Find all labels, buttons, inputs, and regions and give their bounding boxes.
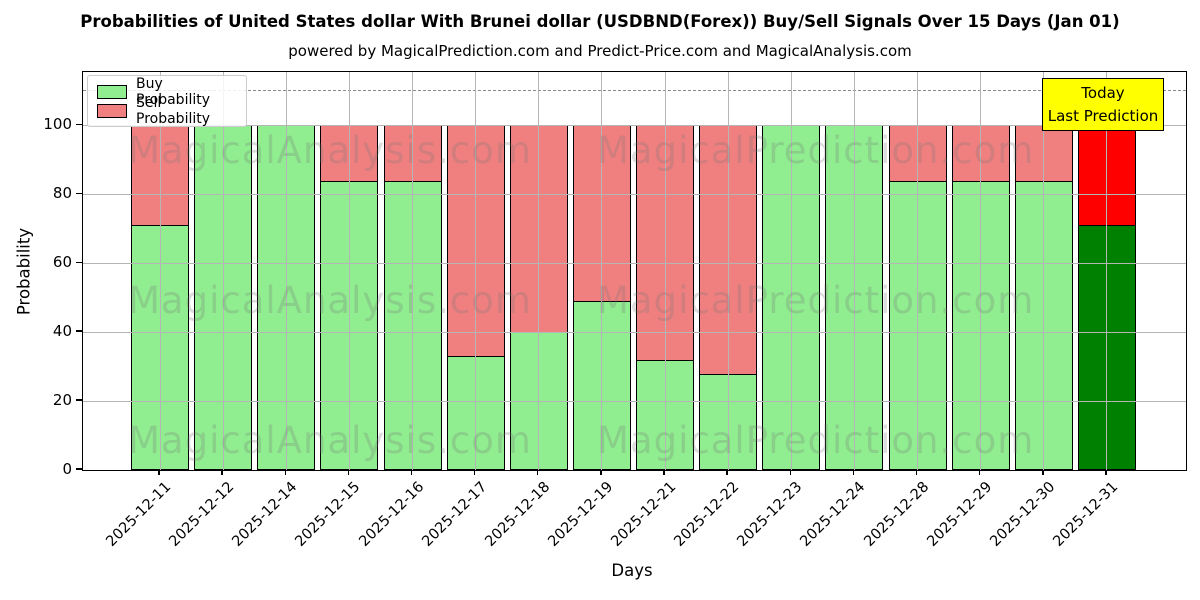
x-tick-label: 2025-12-19 — [545, 479, 617, 550]
y-tick-mark — [76, 123, 82, 126]
x-tick-label: 2025-12-29 — [924, 479, 996, 550]
x-gridline — [412, 72, 414, 470]
y-tick-label: 60 — [52, 253, 72, 272]
x-gridline — [222, 72, 224, 470]
threshold-dashed-line — [83, 89, 1186, 91]
x-gridline — [601, 72, 603, 470]
x-gridline — [285, 72, 287, 470]
x-gridline — [980, 72, 982, 470]
x-tick-mark — [1042, 470, 1044, 476]
legend-entry-sell: Sell Probability — [97, 95, 236, 127]
x-tick-label: 2025-12-21 — [608, 479, 680, 550]
watermark-text-right: MagicalPrediction.com — [597, 279, 1035, 322]
annotation-line-today: Today — [1081, 84, 1125, 102]
x-gridline — [159, 72, 161, 470]
y-tick-label: 80 — [52, 184, 72, 203]
x-tick-mark — [726, 470, 728, 476]
x-tick-label: 2025-12-18 — [482, 479, 554, 550]
x-gridline — [664, 72, 666, 470]
x-tick-mark — [221, 470, 223, 476]
x-gridline — [348, 72, 350, 470]
plot-area — [82, 71, 1187, 471]
x-tick-mark — [284, 470, 286, 476]
x-gridline — [917, 72, 919, 470]
x-tick-mark — [473, 470, 476, 476]
x-tick-label: 2025-12-17 — [419, 479, 490, 550]
x-tick-label: 2025-12-14 — [229, 479, 301, 550]
chart-subtitle: powered by MagicalPrediction.com and Pre… — [288, 42, 912, 60]
watermark-text-right: MagicalPrediction.com — [597, 419, 1035, 462]
legend-entry-buy: Buy Probability — [97, 76, 236, 108]
x-tick-mark — [978, 470, 981, 476]
buy-probability-swatch — [97, 84, 127, 99]
x-tick-label: 2025-12-12 — [166, 479, 238, 550]
x-gridline — [790, 72, 792, 470]
y-tick-mark — [76, 192, 82, 195]
y-tick-label: 40 — [52, 322, 72, 341]
today-annotation-box: Today Last Prediction — [1042, 78, 1164, 131]
y-gridline — [83, 262, 1186, 264]
x-tick-label: 2025-12-28 — [860, 479, 932, 550]
y-tick-label: 0 — [62, 460, 72, 478]
x-tick-mark — [915, 470, 918, 476]
y-tick-mark — [76, 330, 82, 332]
y-gridline — [83, 400, 1186, 402]
x-tick-label: 2025-12-22 — [671, 479, 743, 550]
y-gridline — [83, 193, 1186, 195]
x-gridline — [538, 72, 540, 470]
watermark-text-left: MagicalAnalysis.com — [128, 419, 532, 462]
x-tick-mark — [600, 470, 602, 476]
chart-title: Probabilities of United States dollar Wi… — [80, 12, 1120, 31]
y-axis-label: Probability — [14, 227, 34, 316]
buy-probability-label: Buy Probability — [136, 75, 211, 108]
watermark-text-left: MagicalAnalysis.com — [128, 129, 532, 172]
x-gridline — [1106, 72, 1108, 470]
x-gridline — [475, 72, 477, 470]
x-tick-label: 2025-12-15 — [292, 479, 364, 550]
sell-probability-swatch — [97, 103, 127, 118]
x-tick-mark — [347, 470, 350, 476]
x-tick-mark — [537, 470, 539, 476]
x-tick-label: 2025-12-11 — [103, 479, 175, 550]
watermark-text-left: MagicalAnalysis.com — [128, 279, 532, 322]
y-tick-label: 20 — [52, 391, 72, 410]
x-gridline — [1043, 72, 1045, 470]
x-axis-label: Days — [611, 561, 653, 580]
y-tick-mark — [76, 261, 82, 263]
x-tick-mark — [410, 470, 413, 476]
x-tick-label: 2025-12-30 — [987, 479, 1059, 550]
x-tick-mark — [1105, 470, 1107, 476]
y-tick-label: 100 — [43, 115, 72, 134]
x-gridline — [727, 72, 729, 470]
annotation-line-last-prediction: Last Prediction — [1047, 106, 1159, 125]
y-tick-mark — [76, 468, 82, 470]
x-tick-mark — [158, 470, 160, 476]
watermark-text-right: MagicalPrediction.com — [597, 129, 1035, 172]
x-tick-label: 2025-12-23 — [734, 479, 806, 550]
x-tick-mark — [789, 470, 791, 476]
x-gridline — [853, 72, 855, 470]
x-tick-mark — [852, 470, 855, 476]
x-tick-mark — [663, 470, 665, 476]
y-tick-mark — [76, 399, 82, 401]
sell-probability-label: Sell Probability — [136, 94, 211, 127]
legend: Buy Probability Sell Probability — [87, 75, 247, 127]
x-tick-label: 2025-12-31 — [1050, 479, 1122, 550]
y-gridline — [83, 331, 1186, 333]
x-tick-label: 2025-12-24 — [797, 479, 869, 550]
x-tick-label: 2025-12-16 — [355, 479, 427, 550]
y-gridline — [83, 124, 1186, 126]
